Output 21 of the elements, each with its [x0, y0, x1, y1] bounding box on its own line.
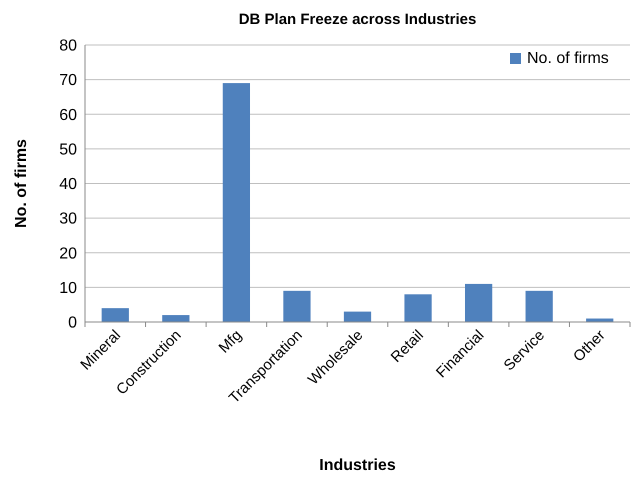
y-tick-label: 70	[59, 72, 78, 90]
bar	[283, 290, 311, 322]
y-tick-label: 50	[59, 141, 78, 158]
legend-label: No. of firms	[527, 50, 609, 67]
bar	[344, 312, 372, 322]
x-axis-title: Industries	[319, 457, 396, 474]
bar	[464, 284, 492, 322]
bar	[404, 294, 432, 322]
bar	[162, 315, 190, 322]
y-axis-title: No. of firms	[13, 138, 30, 228]
bar	[526, 290, 553, 322]
y-tick-label: 60	[59, 106, 78, 124]
y-tick-label: 80	[59, 38, 78, 55]
y-tick-label: 30	[59, 210, 78, 228]
bar	[102, 308, 129, 322]
y-tick-label: 0	[68, 314, 78, 332]
chart-title: DB Plan Freeze across Industries	[238, 11, 476, 28]
bar	[222, 83, 250, 322]
y-tick-label: 20	[59, 245, 78, 262]
y-tick-label: 10	[59, 280, 78, 297]
y-tick-label: 40	[59, 176, 78, 194]
